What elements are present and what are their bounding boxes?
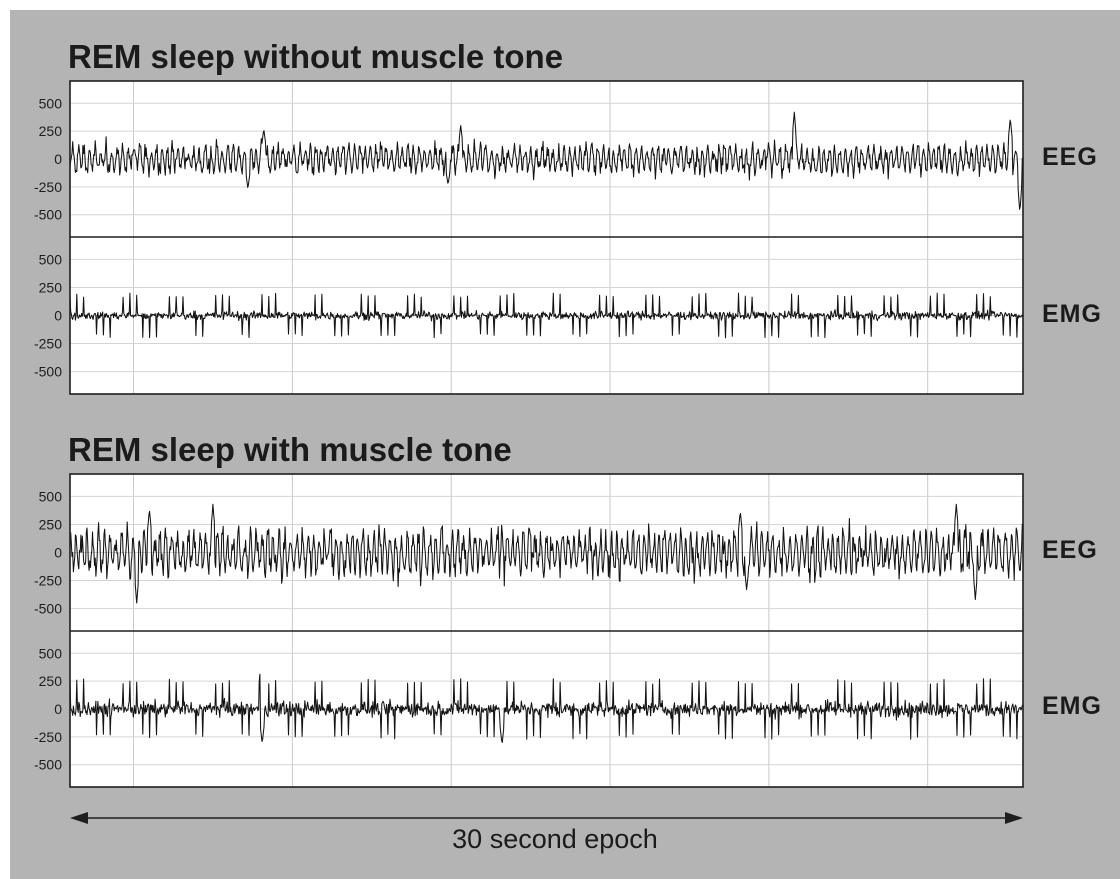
- eeg-trace: [69, 503, 1024, 604]
- y-tick-label: 250: [39, 123, 63, 139]
- y-tick-label: -500: [34, 364, 62, 380]
- y-tick-label: 0: [54, 151, 62, 167]
- y-tick-label: 0: [54, 701, 62, 717]
- y-tick-label: 500: [39, 488, 63, 504]
- y-tick-label: -500: [34, 207, 62, 223]
- y-tick-label: -250: [34, 729, 62, 745]
- y-tick-label: -500: [34, 601, 62, 617]
- channel-label-emg-1: EMG: [1042, 300, 1102, 328]
- y-tick-label: 250: [39, 516, 63, 532]
- y-tick-label: 500: [39, 95, 63, 111]
- y-tick-label: -250: [34, 179, 62, 195]
- y-tick-label: 0: [54, 545, 62, 561]
- emg-trace: [69, 292, 1024, 339]
- channel-label-emg-2: EMG: [1042, 692, 1102, 720]
- panel-eeg-2: 500 250 0 -250 -500: [34, 474, 1024, 631]
- chart-title-with-tone: REM sleep with muscle tone: [68, 431, 512, 468]
- y-tick-label: -500: [34, 757, 62, 773]
- epoch-label: 30 second epoch: [452, 824, 658, 854]
- panel-emg-1: 500 250 0 -250 -500: [34, 237, 1024, 394]
- eeg-trace: [69, 111, 1024, 210]
- channel-label-eeg-2: EEG: [1042, 536, 1098, 564]
- y-tick-label: 500: [39, 645, 63, 661]
- y-tick-label: 0: [54, 308, 62, 324]
- panel-emg-2: 500 250 0 -250 -500: [34, 631, 1024, 787]
- y-tick-label: -250: [34, 573, 62, 589]
- y-tick-label: 500: [39, 251, 63, 267]
- panel-eeg-1: 500 250 0 -250 -500: [34, 81, 1024, 237]
- y-tick-label: 250: [39, 279, 63, 295]
- y-tick-label: 250: [39, 673, 63, 689]
- channel-label-eeg-1: EEG: [1042, 143, 1098, 171]
- y-tick-label: -250: [34, 336, 62, 352]
- epoch-arrow-left-head: [70, 812, 88, 824]
- epoch-arrow-right-head: [1005, 812, 1023, 824]
- emg-trace: [69, 673, 1024, 744]
- chart-title-without-tone: REM sleep without muscle tone: [68, 38, 564, 75]
